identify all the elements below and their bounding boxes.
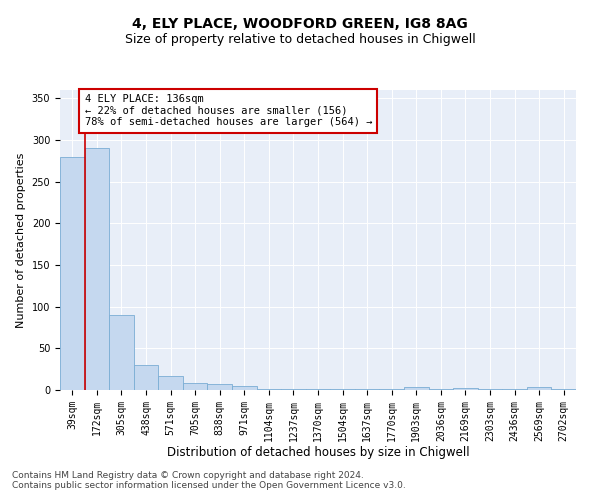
Bar	[428, 389, 453, 390]
Bar	[306, 389, 330, 390]
Bar	[551, 389, 576, 390]
Bar	[85, 148, 109, 390]
Text: 4, ELY PLACE, WOODFORD GREEN, IG8 8AG: 4, ELY PLACE, WOODFORD GREEN, IG8 8AG	[132, 18, 468, 32]
X-axis label: Distribution of detached houses by size in Chigwell: Distribution of detached houses by size …	[167, 446, 469, 460]
Bar	[158, 376, 183, 390]
Bar	[208, 384, 232, 390]
Bar	[330, 389, 355, 390]
Bar	[257, 389, 281, 390]
Bar	[404, 386, 428, 390]
Bar	[453, 388, 478, 390]
Bar	[527, 386, 551, 390]
Bar	[134, 365, 158, 390]
Bar	[355, 389, 379, 390]
Y-axis label: Number of detached properties: Number of detached properties	[16, 152, 26, 328]
Bar	[379, 389, 404, 390]
Bar	[281, 389, 306, 390]
Text: Contains HM Land Registry data © Crown copyright and database right 2024.
Contai: Contains HM Land Registry data © Crown c…	[12, 470, 406, 490]
Bar	[60, 156, 85, 390]
Bar	[109, 315, 134, 390]
Bar	[232, 386, 257, 390]
Bar	[502, 389, 527, 390]
Text: Size of property relative to detached houses in Chigwell: Size of property relative to detached ho…	[125, 32, 475, 46]
Text: 4 ELY PLACE: 136sqm
← 22% of detached houses are smaller (156)
78% of semi-detac: 4 ELY PLACE: 136sqm ← 22% of detached ho…	[85, 94, 372, 128]
Bar	[183, 384, 208, 390]
Bar	[478, 389, 502, 390]
